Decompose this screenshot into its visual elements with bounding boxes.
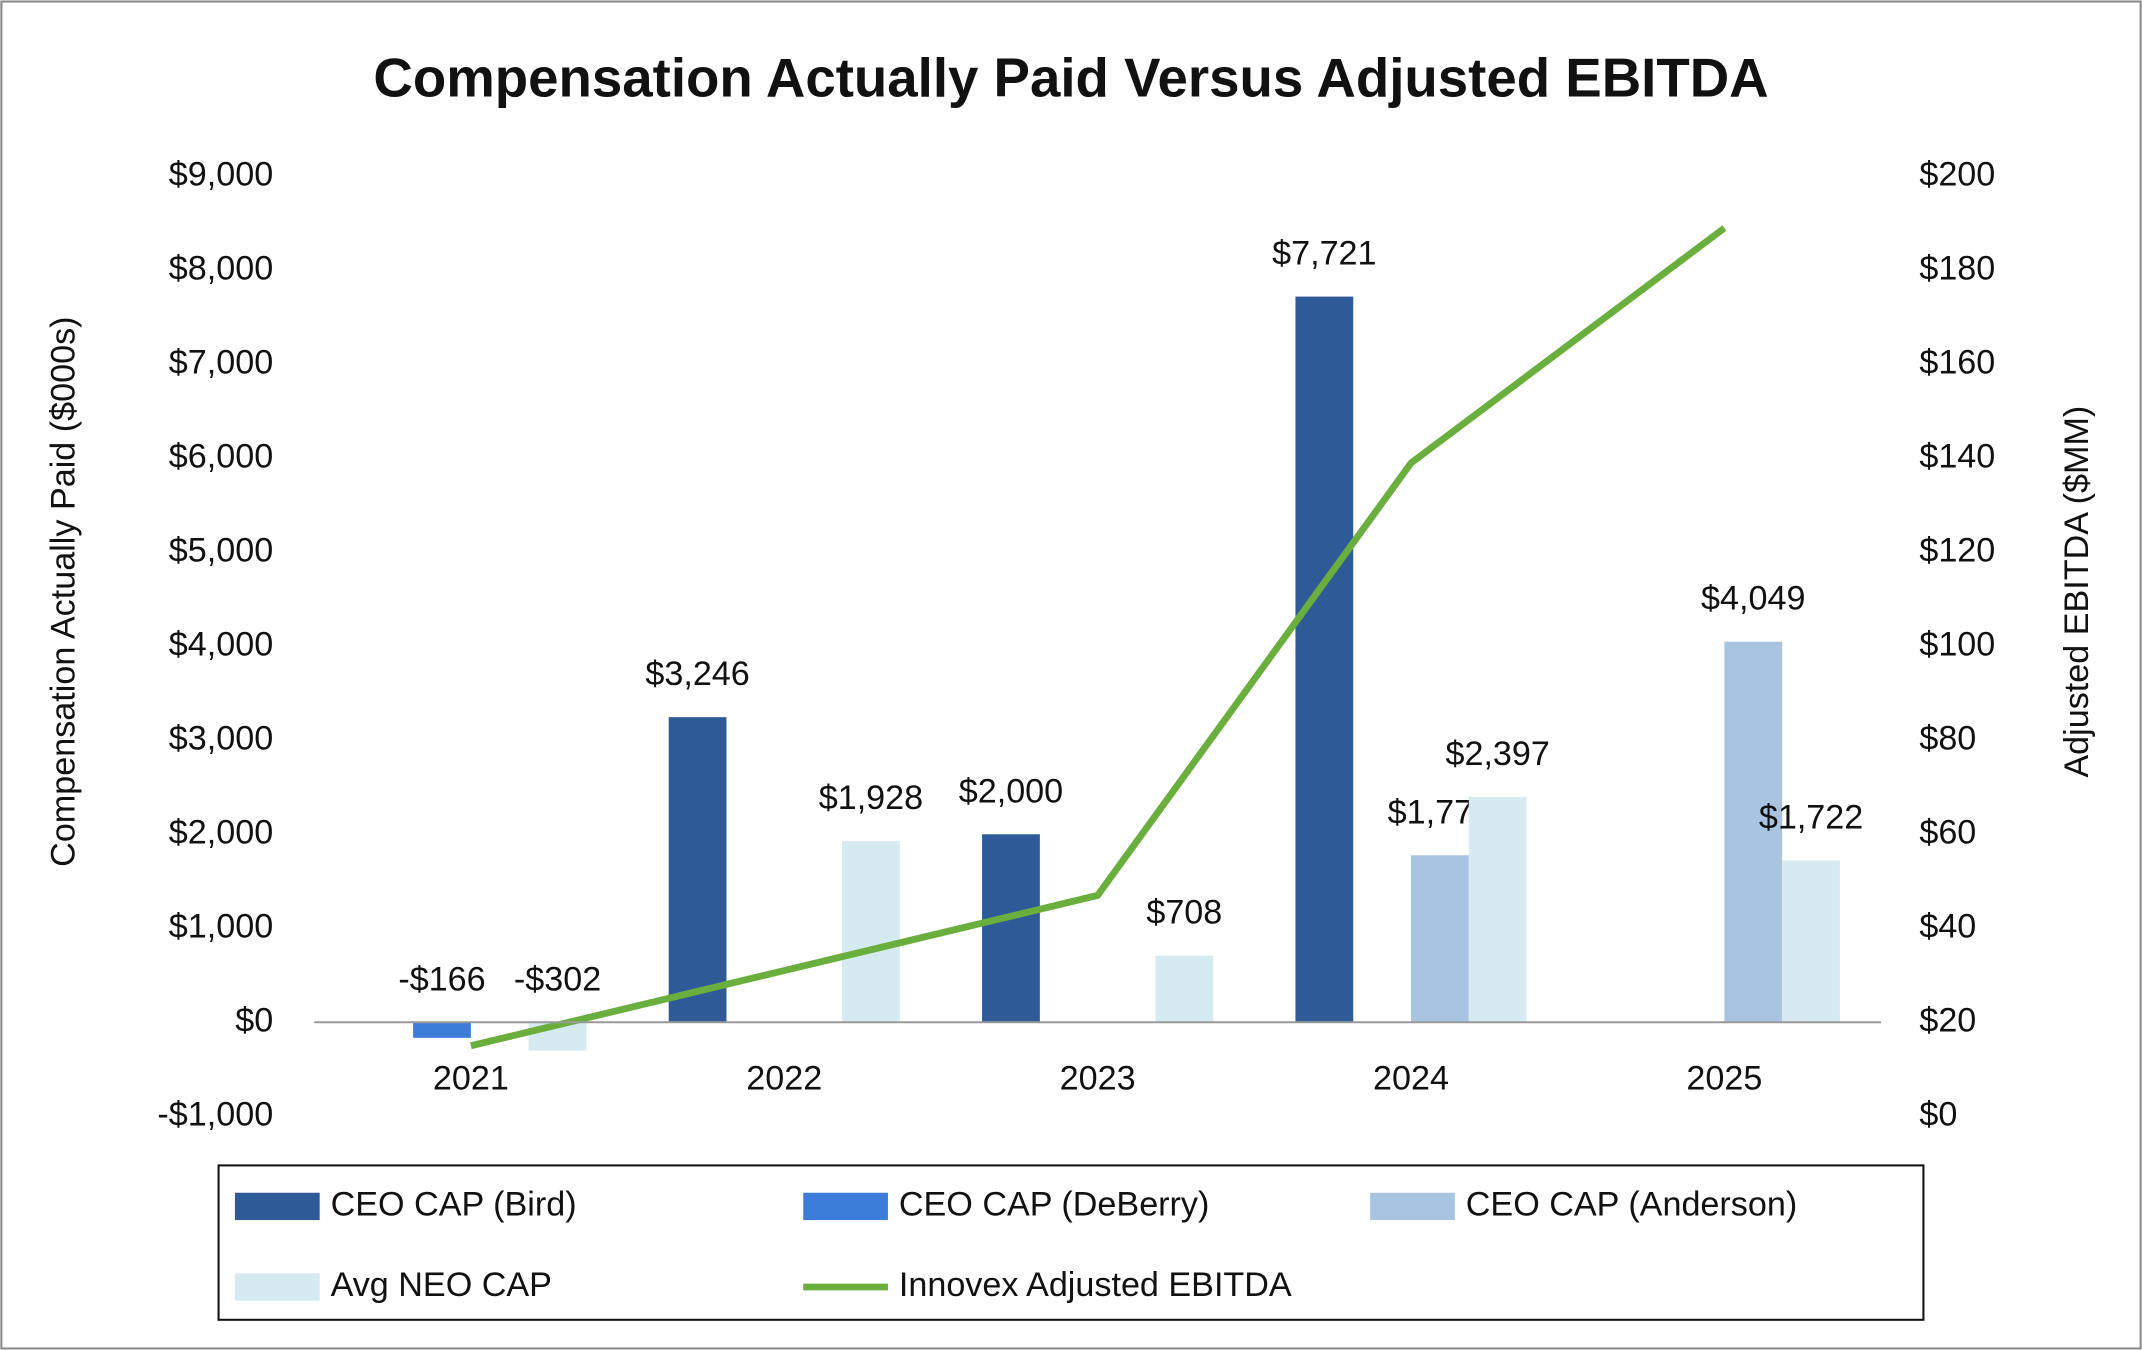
bar [413,1022,471,1038]
y2-tick-label: $20 [1919,1001,1976,1039]
x-tick-label: 2024 [1373,1060,1449,1098]
y2-tick-label: $160 [1919,343,1995,381]
y2-tick-label: $120 [1919,531,1995,569]
bar [1724,641,1783,1023]
x-tick-label: 2025 [1686,1060,1762,1098]
legend-swatch [803,1192,888,1221]
bar [1155,955,1214,1023]
data-label: $1,722 [1759,798,1863,836]
line [470,225,1727,1050]
bar [1468,796,1527,1023]
y2-tick-label: $0 [1919,1095,1957,1133]
y2-tick-label: $80 [1919,719,1976,757]
y2-tick-label: $180 [1919,249,1995,287]
data-label: $1,928 [819,779,923,817]
legend-label: CEO CAP (Bird) [331,1185,577,1223]
y2-axis-title: Adjusted EBITDA ($MM) [2058,406,2096,778]
bar [668,717,727,1023]
data-label: $7,721 [1272,235,1376,273]
x-tick-label: 2022 [746,1060,822,1098]
bar [1411,855,1469,1023]
legend-box [217,1164,1925,1321]
y-tick-label: $9,000 [169,155,273,193]
y2-tick-label: $200 [1919,155,1995,193]
y2-tick-label: $100 [1919,625,1995,663]
x-tick-label: 2023 [1060,1060,1136,1098]
legend-label: CEO CAP (Anderson) [1466,1185,1797,1223]
y-tick-label: -$1,000 [157,1095,273,1133]
data-label: $2,397 [1445,735,1549,773]
bar [982,834,1040,1023]
y-tick-label: $8,000 [169,249,273,287]
y-tick-label: $0 [235,1001,273,1039]
y2-tick-label: $140 [1919,437,1995,475]
y-tick-label: $5,000 [169,531,273,569]
data-label: $2,000 [959,772,1063,810]
y-tick-label: $6,000 [169,437,273,475]
data-label: -$302 [514,960,601,998]
bar [1295,296,1354,1023]
y2-tick-label: $60 [1919,813,1976,851]
data-label: $4,049 [1701,580,1805,618]
y-tick-label: $3,000 [169,719,273,757]
y-tick-label: $2,000 [169,813,273,851]
legend-swatch [234,1192,320,1221]
legend-label: Innovex Adjusted EBITDA [899,1266,1292,1304]
legend-swatch [1370,1192,1455,1221]
bar [1782,860,1840,1023]
legend-swatch [234,1273,320,1301]
y2-tick-label: $40 [1919,907,1976,945]
y-tick-label: $7,000 [169,343,273,381]
bar [842,841,900,1023]
x-tick-label: 2021 [433,1060,509,1098]
y-tick-label: $4,000 [169,625,273,663]
legend-label: CEO CAP (DeBerry) [899,1185,1209,1223]
data-label: $3,246 [645,655,749,693]
data-label: -$166 [398,960,485,998]
legend-label: Avg NEO CAP [331,1266,552,1304]
data-label: $708 [1146,894,1222,932]
y-tick-label: $1,000 [169,907,273,945]
y-axis-title: Compensation Actually Paid ($000s) [45,316,83,866]
chart-title: Compensation Actually Paid Versus Adjust… [373,48,1768,109]
